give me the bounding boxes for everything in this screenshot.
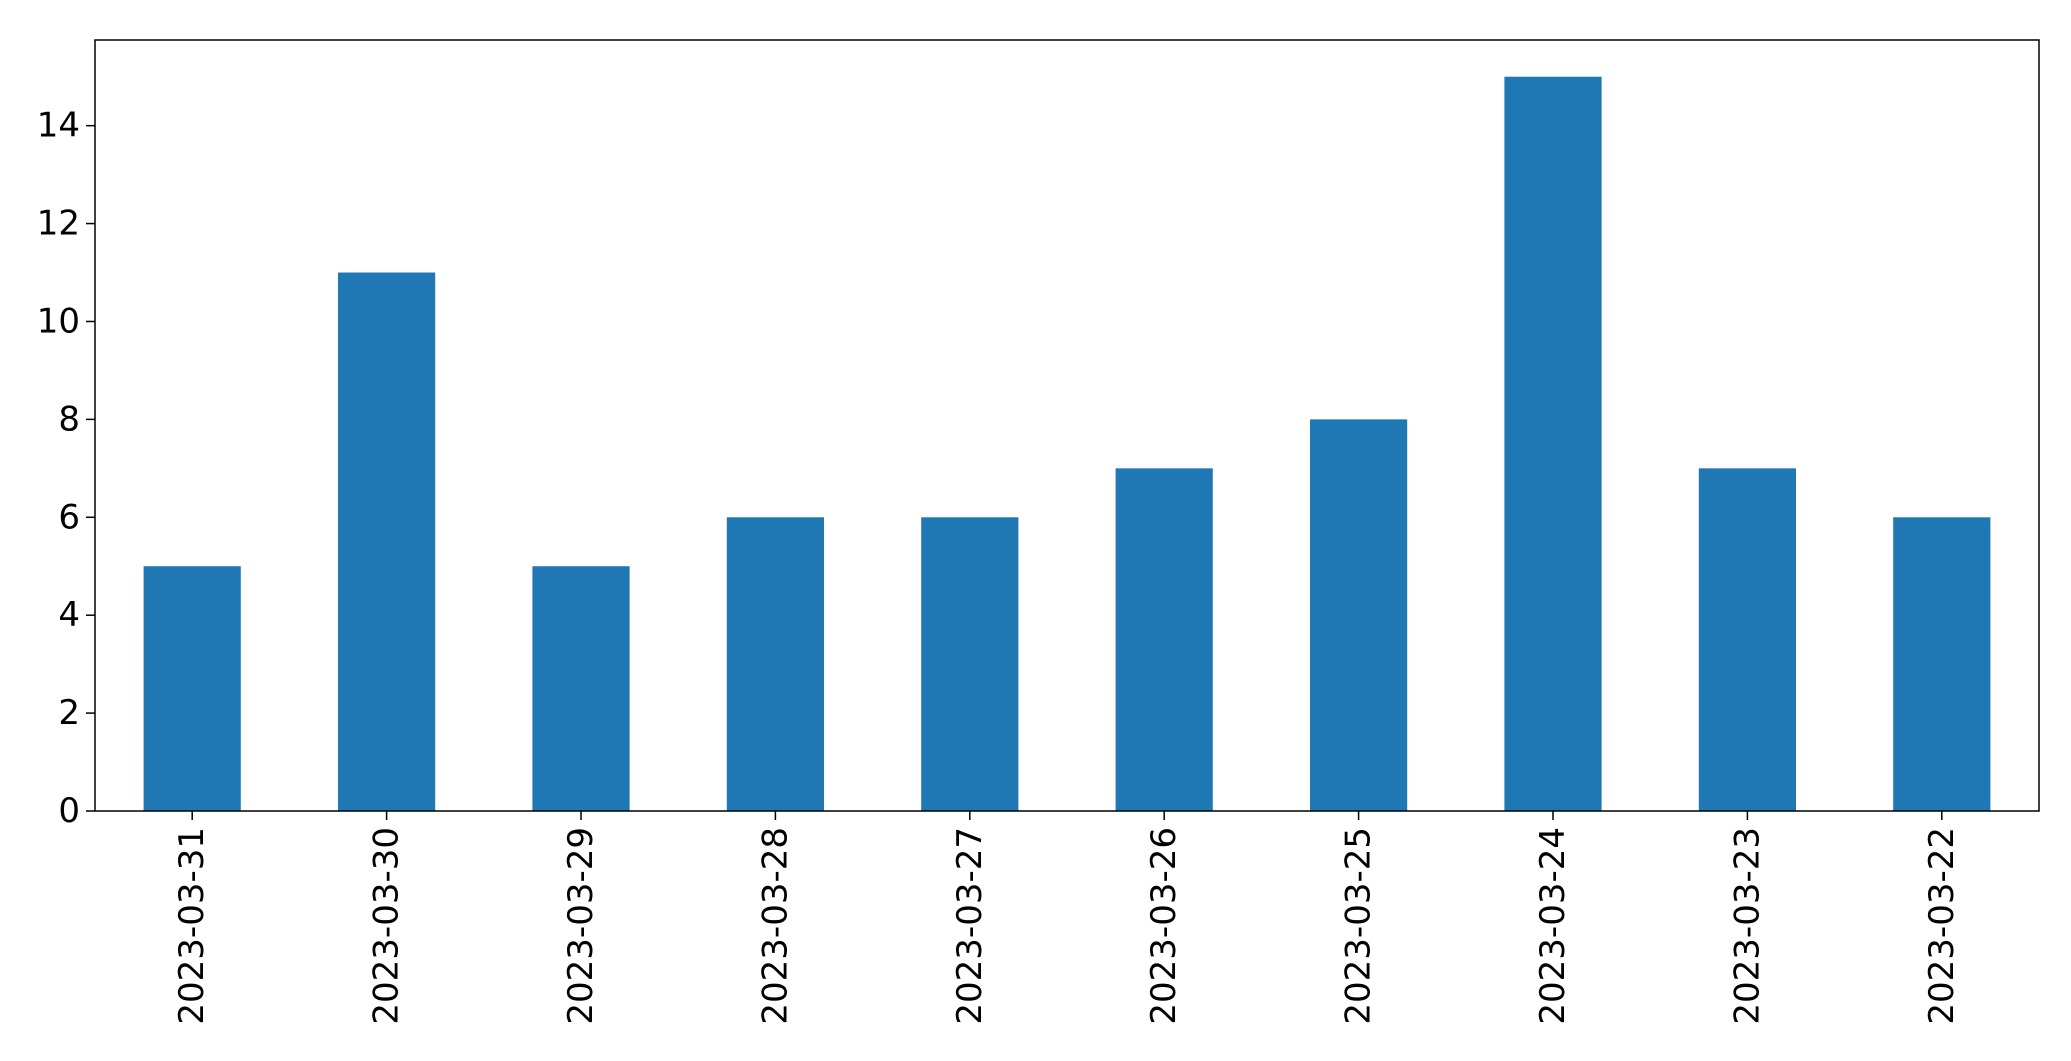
x-tick-label: 2023-03-30 — [367, 827, 407, 1025]
y-tick-label: 14 — [37, 106, 80, 146]
x-tick-label: 2023-03-22 — [1922, 827, 1962, 1025]
bar-2023-03-31 — [143, 566, 241, 811]
y-tick-label: 10 — [37, 301, 80, 341]
y-tick-label: 2 — [58, 693, 80, 733]
x-axis-ticks: 2023-03-31 2023-03-30 2023-03-29 2023-03-28… — [172, 811, 1962, 1025]
y-tick-label: 0 — [58, 791, 80, 831]
y-axis-ticks: 0 2 4 6 8 10 12 14 — [37, 106, 95, 831]
bar-2023-03-26 — [1115, 468, 1213, 811]
x-tick-label: 2023-03-24 — [1533, 827, 1573, 1025]
bar-2023-03-28 — [726, 517, 824, 811]
y-tick-label: 6 — [58, 497, 80, 537]
y-tick-label: 8 — [58, 399, 80, 439]
x-tick-label: 2023-03-23 — [1727, 827, 1767, 1025]
y-tick-label: 4 — [58, 595, 80, 635]
x-tick-label: 2023-03-25 — [1339, 827, 1379, 1025]
bar-2023-03-27 — [921, 517, 1019, 811]
axes-layer — [94, 39, 2040, 812]
x-tick-label: 2023-03-26 — [1144, 827, 1184, 1025]
bar-2023-03-24 — [1504, 76, 1602, 811]
y-tick-label: 12 — [37, 204, 80, 244]
x-tick-label: 2023-03-29 — [561, 827, 601, 1025]
bar-2023-03-30 — [338, 272, 436, 811]
plot-frame — [94, 39, 2040, 812]
bar-2023-03-23 — [1698, 468, 1796, 811]
x-tick-label: 2023-03-31 — [172, 827, 212, 1025]
x-tick-label: 2023-03-28 — [755, 827, 795, 1025]
bar-2023-03-22 — [1893, 517, 1991, 811]
bar-2023-03-25 — [1310, 419, 1408, 811]
bar-2023-03-29 — [532, 566, 630, 811]
x-tick-label: 2023-03-27 — [950, 827, 990, 1025]
bars-layer — [143, 76, 1991, 811]
